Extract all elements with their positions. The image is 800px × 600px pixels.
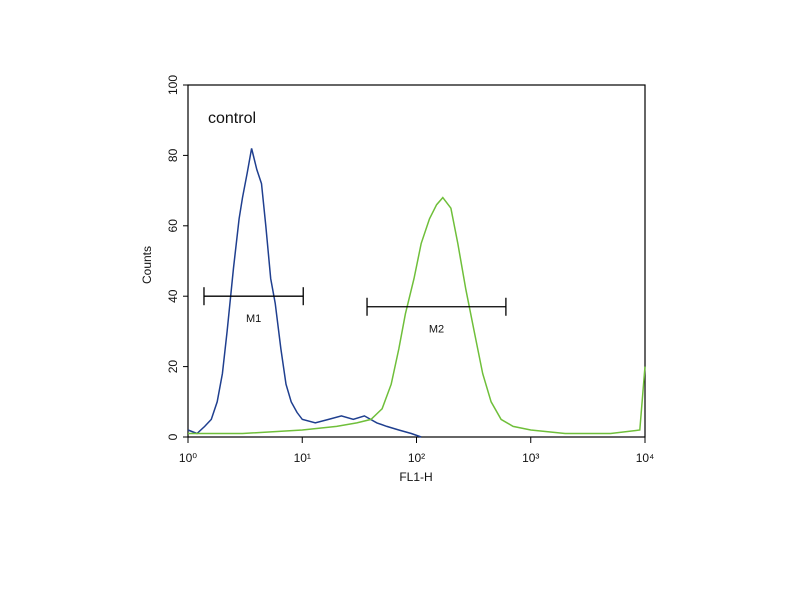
histogram-line <box>188 196 646 435</box>
x-tick-label: 10³ <box>522 451 539 465</box>
histogram-line <box>187 148 422 438</box>
y-tick-label: 60 <box>166 219 180 233</box>
y-tick-label: 100 <box>166 75 180 95</box>
x-tick-label: 10² <box>408 451 425 465</box>
marker-label: M1 <box>246 313 261 325</box>
marker-label: M2 <box>429 324 444 336</box>
y-axis-label: Counts <box>140 246 154 284</box>
x-tick-label: 10⁰ <box>179 451 197 465</box>
x-tick-label: 10⁴ <box>636 451 655 465</box>
y-tick-label: 80 <box>166 148 180 162</box>
y-tick-label: 0 <box>166 433 180 440</box>
x-tick-label: 10¹ <box>294 451 311 465</box>
plot-frame <box>187 84 646 438</box>
y-tick-label: 20 <box>166 360 180 374</box>
y-tick-label: 40 <box>166 289 180 303</box>
annotation: control <box>208 110 256 127</box>
x-axis-label: FL1-H <box>399 470 432 484</box>
